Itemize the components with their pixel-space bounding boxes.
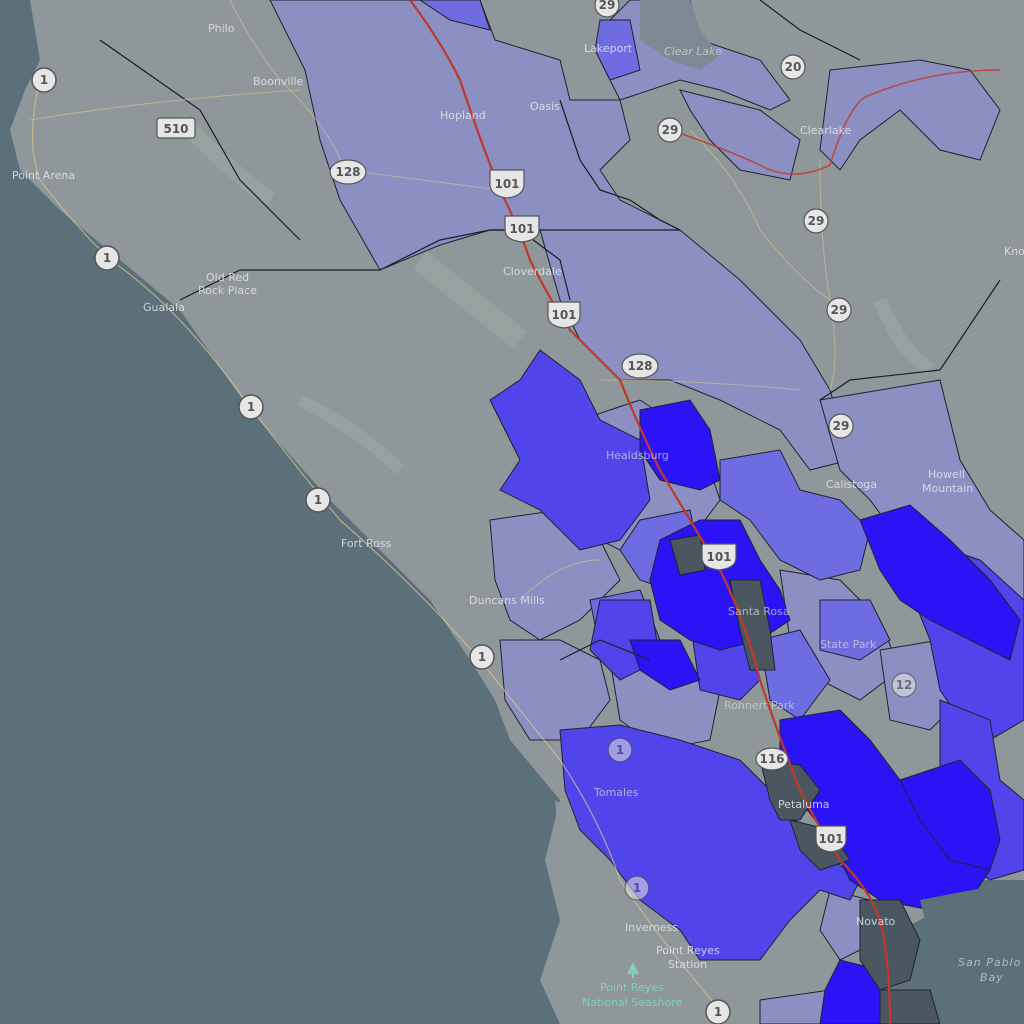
shield-29-a-label: 29: [599, 0, 616, 12]
shield-1-a[interactable]: 1: [31, 67, 57, 93]
shield-20-label: 20: [785, 60, 802, 74]
place-fort-ross[interactable]: Fort Ross: [341, 537, 392, 550]
shield-1-h-label: 1: [714, 1005, 722, 1019]
point-reyes-peninsula: [555, 800, 720, 1024]
shield-29-d[interactable]: 29: [826, 297, 852, 323]
place-inverness[interactable]: Inverness: [625, 921, 678, 934]
us-101-shield-e-label: 101: [818, 832, 843, 846]
place-santa-rosa[interactable]: Santa Rosa: [728, 605, 790, 618]
clear-lake-water: [640, 0, 720, 70]
place-clearlake[interactable]: Clearlake: [800, 124, 852, 137]
urban-areas: [669, 534, 941, 1024]
shield-20[interactable]: 20: [780, 54, 806, 80]
place-point-arena[interactable]: Point Arena: [12, 169, 75, 182]
shield-1-d-label: 1: [314, 493, 322, 507]
shield-1-c-label: 1: [247, 400, 255, 414]
place-old-red-rock-1[interactable]: Old Red: [206, 271, 249, 284]
place-healdsburg[interactable]: Healdsburg: [606, 449, 669, 462]
shield-128-a-label: 128: [335, 165, 360, 179]
place-old-red-rock-2[interactable]: Rock Place: [198, 284, 257, 297]
place-duncans-mills[interactable]: Duncans Mills: [469, 594, 545, 607]
shield-128-a[interactable]: 128: [329, 159, 367, 185]
shield-128-b-label: 128: [627, 359, 652, 373]
place-howell-mountain-1[interactable]: Howell: [928, 468, 965, 481]
place-howell-mountain-2[interactable]: Mountain: [922, 482, 973, 495]
place-petaluma[interactable]: Petaluma: [778, 798, 830, 811]
place-calistoga[interactable]: Calistoga: [826, 478, 877, 491]
us-101-shield-b[interactable]: 101: [504, 215, 540, 243]
us-101-shield-e[interactable]: 101: [815, 825, 847, 853]
shield-1-f-label: 1: [616, 743, 624, 757]
boundary-lines: [99, 0, 1001, 661]
shield-29-b-label: 29: [662, 123, 679, 137]
place-gualala[interactable]: Gualala: [143, 301, 185, 314]
shield-1-e[interactable]: 1: [469, 644, 495, 670]
place-hopland[interactable]: Hopland: [440, 109, 486, 122]
us-101-shield-d[interactable]: 101: [701, 543, 737, 571]
us-101-shield-a[interactable]: 101: [489, 169, 525, 199]
place-state-park[interactable]: State Park: [820, 638, 877, 651]
us-101-shield-b-label: 101: [509, 222, 534, 236]
shield-510[interactable]: 510: [156, 117, 196, 139]
bay-label-line1: San Pablo: [958, 956, 1021, 969]
shield-29-e[interactable]: 29: [828, 413, 854, 439]
us-101-shield-a-label: 101: [494, 177, 519, 191]
place-oasis[interactable]: Oasis: [530, 100, 560, 113]
shield-1-b-label: 1: [103, 251, 111, 265]
shield-1-g[interactable]: 1: [624, 875, 650, 901]
shield-29-c-label: 29: [808, 214, 825, 228]
shield-12-label: 12: [896, 678, 913, 692]
park-label-line1[interactable]: Point Reyes: [600, 981, 664, 994]
shield-1-d[interactable]: 1: [305, 487, 331, 513]
highway-20-line: [669, 69, 1001, 175]
place-cloverdale[interactable]: Cloverdale: [503, 265, 562, 278]
park-tree-icon: [627, 962, 639, 978]
shield-29-a[interactable]: 29: [594, 0, 620, 18]
san-pablo-bay-water: [920, 880, 1024, 1024]
place-rohnert-park[interactable]: Rohnert Park: [724, 699, 795, 712]
place-boonville[interactable]: Boonville: [253, 75, 304, 88]
place-tomales[interactable]: Tomales: [593, 786, 639, 799]
shield-12[interactable]: 12: [891, 672, 917, 698]
shield-29-d-label: 29: [831, 303, 848, 317]
shield-128-b[interactable]: 128: [621, 353, 659, 379]
shield-116[interactable]: 116: [755, 747, 789, 771]
shield-1-c[interactable]: 1: [238, 394, 264, 420]
shield-29-b[interactable]: 29: [657, 117, 683, 143]
highway-1-line: [31, 79, 721, 1011]
bay-label-line2: Bay: [980, 971, 1004, 984]
us-101-shield-c-label: 101: [551, 308, 576, 322]
us-101-shield-c[interactable]: 101: [547, 301, 581, 329]
shield-1-h[interactable]: 1: [705, 999, 731, 1024]
shield-1-e-label: 1: [478, 650, 486, 664]
place-lakeport[interactable]: Lakeport: [584, 42, 633, 55]
shield-1-f[interactable]: 1: [607, 737, 633, 763]
shield-29-e-label: 29: [833, 419, 850, 433]
shield-1-g-label: 1: [633, 881, 641, 895]
shield-116-label: 116: [759, 752, 784, 766]
place-point-reyes-station-1[interactable]: Point Reyes: [656, 944, 720, 957]
place-point-reyes-station-2[interactable]: Station: [668, 958, 707, 971]
shield-1-a-label: 1: [40, 73, 48, 87]
shield-1-b[interactable]: 1: [94, 245, 120, 271]
tracts-max: [629, 399, 1021, 1024]
us-101-shield-d-label: 101: [706, 550, 731, 564]
shield-510-label: 510: [163, 122, 188, 136]
place-kno[interactable]: Kno: [1004, 245, 1024, 258]
place-clear-lake[interactable]: Clear Lake: [664, 45, 723, 58]
place-philo[interactable]: Philo: [208, 22, 235, 35]
shield-29-c[interactable]: 29: [803, 208, 829, 234]
park-label-line2[interactable]: National Seashore: [582, 996, 683, 1009]
place-novato[interactable]: Novato: [856, 915, 896, 928]
